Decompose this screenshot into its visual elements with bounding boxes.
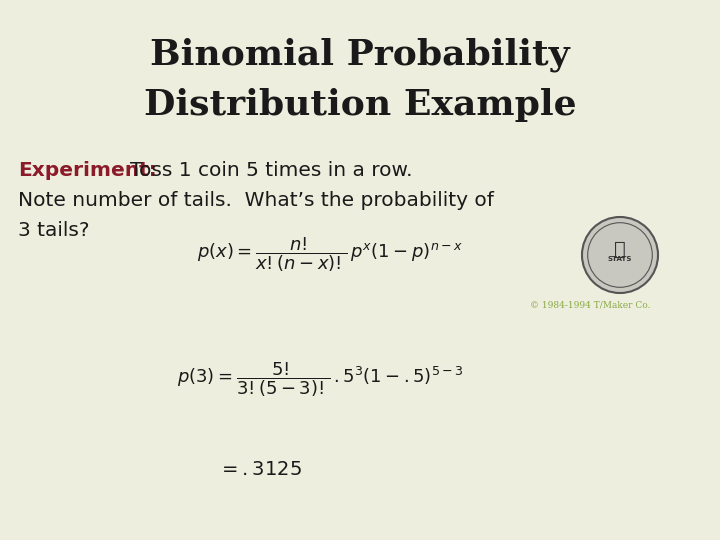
Text: STATS: STATS: [608, 256, 632, 262]
Text: $p(x) = \dfrac{n!}{x!(n-x)!}\, p^{x}(1-p)^{n-x}$: $p(x) = \dfrac{n!}{x!(n-x)!}\, p^{x}(1-p…: [197, 235, 463, 274]
Text: Toss 1 coin 5 times in a row.: Toss 1 coin 5 times in a row.: [130, 160, 413, 179]
Text: 🦅: 🦅: [614, 240, 626, 259]
Text: Distribution Example: Distribution Example: [144, 88, 576, 122]
Text: 3 tails?: 3 tails?: [18, 220, 89, 240]
Text: $p(3) = \dfrac{5!}{3!(5-3)!}\,.5^{3}(1-.5)^{5-3}$: $p(3) = \dfrac{5!}{3!(5-3)!}\,.5^{3}(1-.…: [177, 361, 463, 399]
Text: © 1984-1994 T/Maker Co.: © 1984-1994 T/Maker Co.: [530, 300, 650, 309]
Text: Note number of tails.  What’s the probability of: Note number of tails. What’s the probabi…: [18, 191, 494, 210]
Text: $= .3125$: $= .3125$: [218, 461, 302, 479]
Circle shape: [582, 217, 658, 293]
Text: Experiment:: Experiment:: [18, 160, 157, 179]
Text: Binomial Probability: Binomial Probability: [150, 38, 570, 72]
